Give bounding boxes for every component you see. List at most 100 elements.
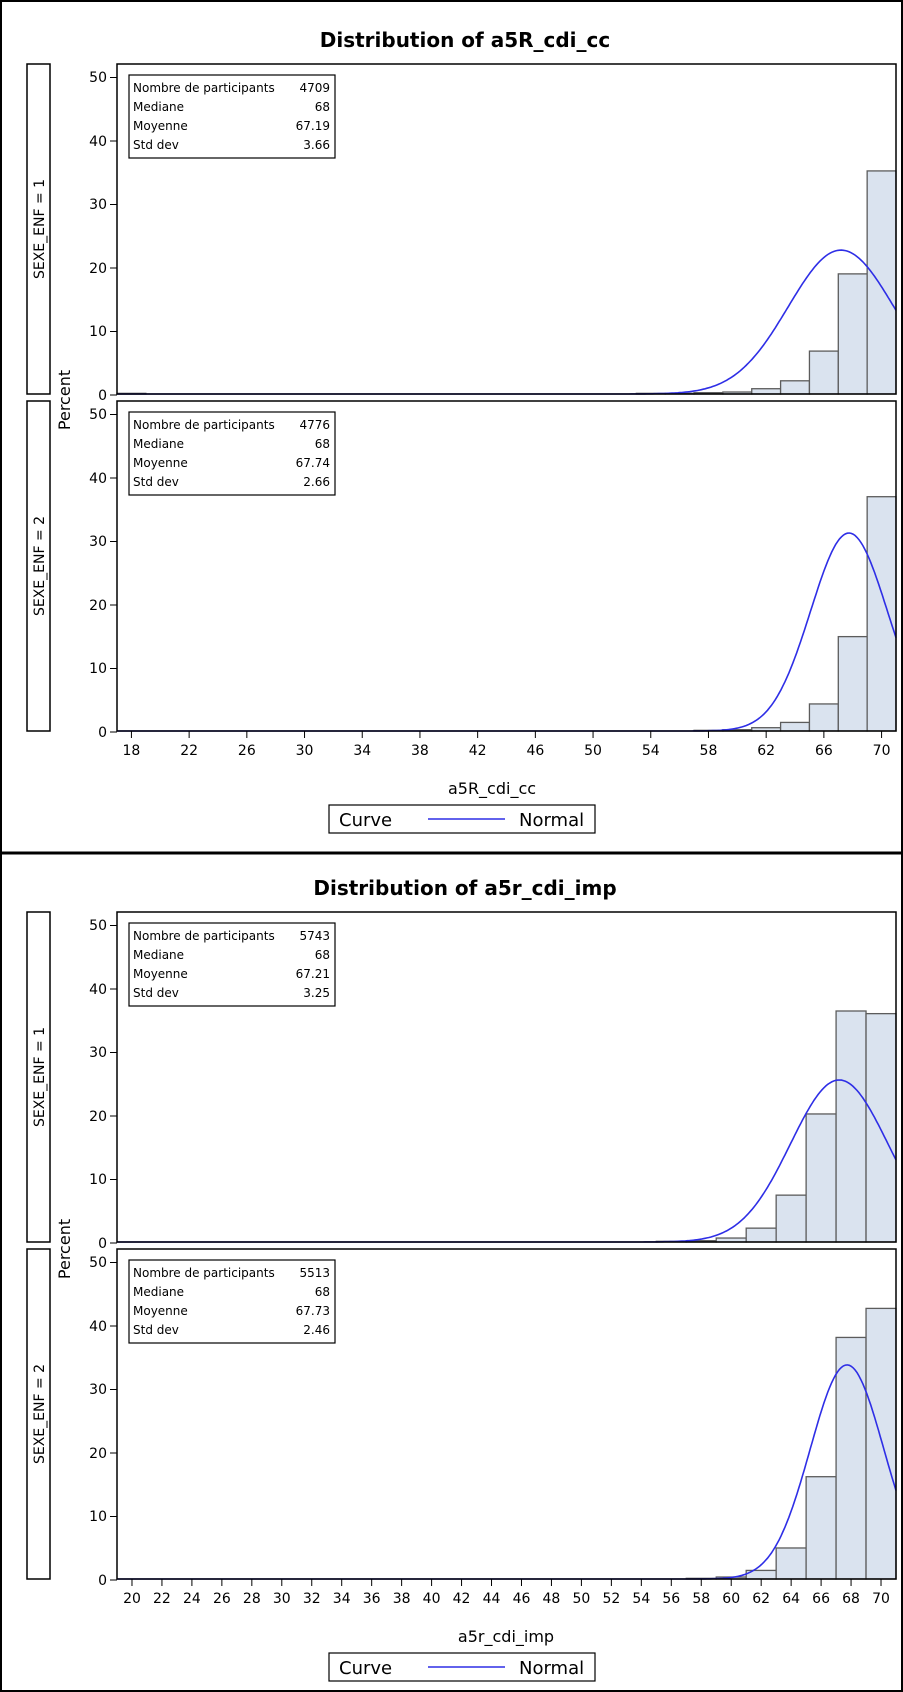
chart-title: Distribution of a5r_cdi_imp	[313, 876, 616, 900]
histogram-bar	[751, 388, 782, 395]
y-tick-label: 20	[89, 1446, 107, 1462]
x-tick-label: 42	[453, 1591, 471, 1607]
stat-label: Moyenne	[133, 967, 188, 981]
histogram-bar	[775, 1194, 807, 1243]
histogram-bar	[835, 1010, 867, 1243]
panel-1: SEXE_ENF = 1 0 10 20 30 40 50 Nombre de …	[26, 911, 897, 1252]
y-axis: 0 10 20 30 40 50	[89, 918, 117, 1252]
x-tick-label: 22	[153, 1591, 171, 1607]
histogram-bar	[866, 170, 897, 395]
stat-value: 68	[315, 100, 330, 114]
strip-label: SEXE_ENF = 1	[32, 179, 48, 279]
y-tick-label: 40	[89, 471, 107, 487]
stat-label: Mediane	[133, 100, 184, 114]
x-tick-label: 66	[815, 743, 833, 759]
y-tick-label: 10	[89, 661, 107, 677]
histogram-bar	[835, 1336, 867, 1580]
x-tick-label: 26	[238, 743, 256, 759]
y-tick-label: 0	[98, 725, 107, 741]
stats-box	[128, 922, 336, 1007]
plot-area	[117, 496, 897, 732]
stat-value: 68	[315, 437, 330, 451]
panel-2: SEXE_ENF = 2 0 10 20 30 40 50 Nombre de …	[26, 400, 897, 741]
stat-value: 67.19	[296, 119, 330, 133]
y-axis-label: Percent	[55, 1219, 74, 1279]
stats-inset: Nombre de participants 5513 Mediane 68 M…	[128, 1259, 336, 1344]
x-axis-label: a5R_cdi_cc	[448, 779, 536, 799]
x-tick-label: 46	[513, 1591, 531, 1607]
y-tick-label: 10	[89, 324, 107, 340]
histogram-bar	[865, 1012, 897, 1243]
x-tick-label: 50	[584, 743, 602, 759]
y-tick-label: 50	[89, 1255, 107, 1271]
y-tick-marks	[110, 1262, 117, 1581]
histogram-bar	[865, 1307, 897, 1580]
strip-label: SEXE_ENF = 1	[32, 1027, 48, 1127]
stats-box	[128, 1259, 336, 1344]
stat-label: Nombre de participants	[133, 1266, 275, 1280]
stat-value: 5513	[299, 1266, 330, 1280]
y-tick-label: 0	[98, 388, 107, 404]
stat-value: 2.66	[303, 475, 330, 489]
legend-title: Curve	[339, 1658, 392, 1679]
stat-label: Moyenne	[133, 456, 188, 470]
x-tick-label: 20	[123, 1591, 141, 1607]
x-tick-label: 68	[842, 1591, 860, 1607]
chart-1: Distribution of a5R_cdi_cc Percent SEXE_…	[26, 28, 897, 834]
histogram-bar	[837, 635, 868, 732]
x-tick-label: 48	[543, 1591, 561, 1607]
stat-value: 67.73	[296, 1304, 330, 1318]
x-axis: 18 22 26 30 34 38 42 46 50 54 58 62 66 70	[123, 731, 891, 759]
stat-value: 3.66	[303, 138, 330, 152]
x-tick-label: 26	[213, 1591, 231, 1607]
stat-label: Moyenne	[133, 119, 188, 133]
plot-frame	[116, 400, 897, 732]
legend-entry: Normal	[519, 1658, 584, 1679]
histogram-bar	[866, 496, 897, 732]
panel-2: SEXE_ENF = 2 0 10 20 30 40 50 Nombre de …	[26, 1248, 897, 1589]
stat-value: 4776	[299, 418, 330, 432]
stat-value: 68	[315, 1285, 330, 1299]
y-tick-label: 0	[98, 1573, 107, 1589]
x-tick-label: 28	[243, 1591, 261, 1607]
y-tick-label: 50	[89, 70, 107, 86]
stats-box	[128, 411, 336, 496]
histogram-bar	[805, 1476, 837, 1580]
panel-1: SEXE_ENF = 1 0 10 20 30 40 50 Nombre de …	[26, 63, 897, 404]
stats-box	[128, 74, 336, 159]
x-tick-label: 54	[632, 1591, 650, 1607]
stat-value: 67.74	[296, 456, 330, 470]
strip-box	[26, 1248, 51, 1580]
stat-label: Std dev	[133, 1323, 179, 1337]
y-tick-label: 30	[89, 1382, 107, 1398]
x-tick-label: 42	[469, 743, 487, 759]
strip-box	[26, 911, 51, 1243]
x-tick-label: 56	[662, 1591, 680, 1607]
x-tick-label: 34	[333, 1591, 351, 1607]
strip-box	[26, 400, 51, 732]
x-axis-label: a5r_cdi_imp	[458, 1627, 554, 1647]
y-tick-marks	[110, 77, 117, 396]
stat-value: 5743	[299, 929, 330, 943]
chart-title: Distribution of a5R_cdi_cc	[320, 28, 611, 52]
stats-inset: Nombre de participants 4709 Mediane 68 M…	[128, 74, 336, 159]
x-tick-label: 70	[873, 743, 891, 759]
histogram-bar	[837, 273, 868, 395]
x-tick-label: 62	[752, 1591, 770, 1607]
y-axis-label: Percent	[55, 370, 74, 430]
stat-label: Std dev	[133, 475, 179, 489]
y-axis: 0 10 20 30 40 50	[89, 407, 117, 741]
x-tick-label: 54	[642, 743, 660, 759]
stat-value: 68	[315, 948, 330, 962]
stat-label: Nombre de participants	[133, 418, 275, 432]
stat-value: 2.46	[303, 1323, 330, 1337]
x-axis: 20 22 24 26 28 30 32 34 36 38 40 42 44 46 48 50 52 54 56 58…	[123, 1579, 890, 1607]
y-tick-label: 10	[89, 1172, 107, 1188]
stats-inset: Nombre de participants 4776 Mediane 68 M…	[128, 411, 336, 496]
stats-inset: Nombre de participants 5743 Mediane 68 M…	[128, 922, 336, 1007]
legend: Curve Normal	[328, 1652, 596, 1682]
x-tick-label: 32	[303, 1591, 321, 1607]
stat-value: 67.21	[296, 967, 330, 981]
